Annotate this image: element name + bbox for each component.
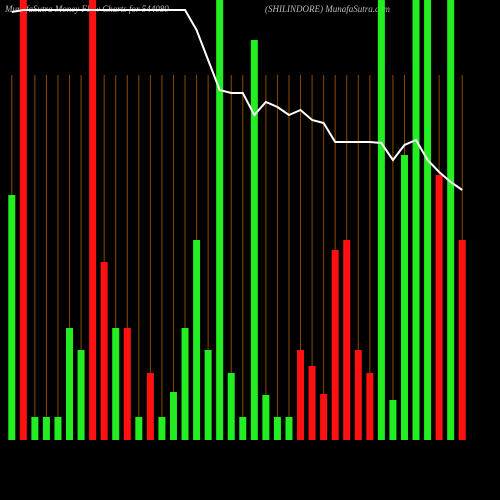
- bar: [285, 417, 293, 440]
- bar: [31, 417, 39, 440]
- bar: [412, 0, 420, 440]
- bar: [424, 0, 432, 440]
- bar: [216, 0, 224, 440]
- bar: [343, 240, 351, 440]
- bar: [308, 366, 316, 440]
- price-line: [11, 9, 463, 191]
- bar: [273, 417, 281, 440]
- bar: [112, 328, 120, 440]
- bar: [66, 328, 74, 440]
- bar: [239, 417, 247, 440]
- bar: [123, 328, 131, 440]
- bar: [8, 195, 16, 440]
- bar: [377, 0, 385, 440]
- bar: [77, 350, 85, 440]
- bar: [262, 395, 270, 440]
- bar: [42, 417, 50, 440]
- bar: [400, 155, 408, 440]
- bar: [19, 0, 27, 440]
- bar: [227, 373, 235, 440]
- bar: [158, 417, 166, 440]
- bar: [458, 240, 466, 440]
- bar: [89, 0, 97, 440]
- bar: [204, 350, 212, 440]
- bar: [320, 394, 328, 440]
- bar: [331, 250, 339, 440]
- chart-subtitle: (SHILINDORE) MunafaSutra.com: [265, 4, 390, 14]
- bar: [435, 175, 443, 440]
- bar: [250, 40, 258, 440]
- bar: [146, 373, 154, 440]
- bar: [181, 328, 189, 440]
- bar: [354, 350, 362, 440]
- bar: [135, 417, 143, 440]
- bar: [169, 392, 177, 440]
- bar: [193, 240, 201, 440]
- bar: [447, 0, 455, 440]
- bar: [389, 400, 397, 440]
- bar: [297, 350, 305, 440]
- bar: [366, 373, 374, 440]
- bar: [100, 262, 108, 440]
- bar: [54, 417, 62, 440]
